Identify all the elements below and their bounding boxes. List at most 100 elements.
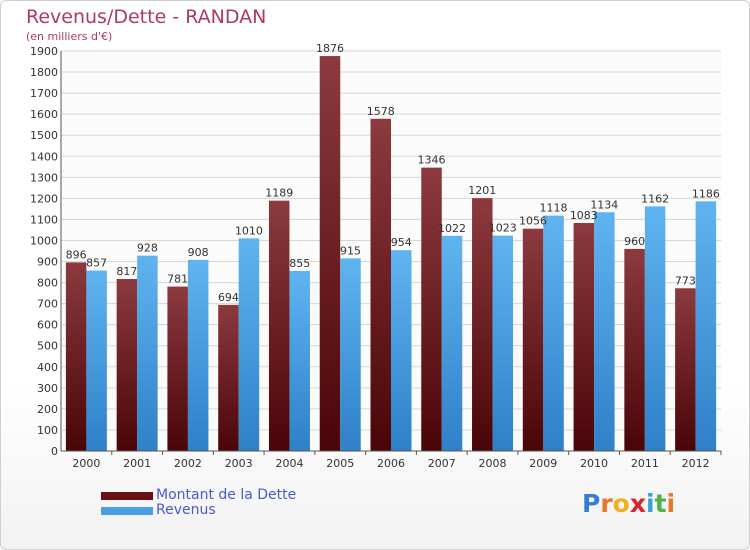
bar-dette — [370, 118, 391, 451]
data-label-dette: 1578 — [367, 105, 395, 118]
data-label-dette: 817 — [116, 265, 137, 278]
bar-revenus — [238, 238, 260, 451]
logo-letter: i — [646, 489, 655, 518]
y-tick-label: 1200 — [30, 192, 58, 205]
chart-title: Revenus/Dette - RANDAN — [26, 6, 267, 28]
y-tick-label: 100 — [37, 424, 58, 437]
bar-revenus — [86, 270, 107, 451]
logo-letter: o — [612, 489, 630, 518]
data-label-revenus: 954 — [391, 236, 412, 249]
bar-dette — [472, 198, 493, 451]
legend-item-revenus: Revenus — [101, 503, 296, 518]
y-tick-label: 400 — [37, 361, 58, 374]
bars — [65, 56, 717, 451]
data-label-dette: 960 — [624, 235, 645, 248]
bar-dette — [116, 279, 138, 451]
x-tick-label: 2005 — [326, 457, 354, 470]
data-label-revenus: 1010 — [235, 224, 263, 237]
x-tick-label: 2010 — [580, 457, 608, 470]
x-tick-label: 2007 — [428, 457, 456, 470]
bar-revenus — [644, 206, 666, 451]
bar-dette — [268, 200, 290, 451]
data-label-dette: 1346 — [418, 154, 446, 167]
data-label-revenus: 857 — [86, 257, 107, 270]
data-label-revenus: 1186 — [692, 187, 720, 200]
data-label-dette: 1201 — [468, 184, 496, 197]
data-label-dette: 781 — [167, 273, 188, 286]
data-label-revenus: 1023 — [489, 222, 517, 235]
x-tick-label: 2012 — [682, 457, 710, 470]
x-tick-label: 2006 — [377, 457, 405, 470]
legend-item-dette: Montant de la Dette — [101, 488, 296, 503]
y-tick-label: 1900 — [30, 45, 58, 58]
bar-revenus — [187, 259, 209, 451]
y-tick-label: 0 — [51, 445, 58, 458]
y-tick-label: 600 — [37, 319, 58, 332]
logo-letter: t — [654, 489, 667, 518]
legend-label-revenus: Revenus — [156, 502, 216, 518]
x-tick-label: 2003 — [225, 457, 253, 470]
bar-dette — [522, 228, 544, 451]
y-tick-label: 1400 — [30, 150, 58, 163]
logo-letter: i — [666, 489, 676, 518]
legend-swatch-revenus — [101, 506, 153, 515]
y-tick-label: 1600 — [30, 108, 58, 121]
data-label-dette: 1083 — [570, 209, 598, 222]
logo-letter: P — [582, 489, 601, 518]
legend-swatch-dette — [101, 491, 153, 500]
data-label-revenus: 1162 — [641, 192, 669, 205]
data-label-revenus: 1022 — [438, 222, 466, 235]
x-tick-label: 2009 — [529, 457, 557, 470]
data-label-dette: 1189 — [265, 187, 293, 200]
data-label-dette: 1056 — [519, 215, 547, 228]
bar-revenus — [340, 258, 361, 451]
bar-dette — [167, 286, 188, 451]
data-label-revenus: 1118 — [540, 202, 568, 215]
y-tick-label: 800 — [37, 277, 58, 290]
x-tick-label: 2001 — [123, 457, 151, 470]
legend: Montant de la Dette Revenus — [101, 488, 296, 518]
y-tick-label: 1500 — [30, 129, 58, 142]
y-tick-label: 1000 — [30, 234, 58, 247]
y-tick-label: 1800 — [30, 66, 58, 79]
data-label-revenus: 928 — [137, 242, 158, 255]
data-label-revenus: 908 — [188, 246, 209, 259]
bar-revenus — [695, 201, 717, 451]
data-label-revenus: 1134 — [590, 198, 618, 211]
y-tick-label: 1700 — [30, 87, 58, 100]
data-label-dette: 896 — [66, 248, 87, 261]
x-tick-label: 2011 — [631, 457, 659, 470]
bar-revenus — [594, 212, 615, 451]
bar-dette — [218, 304, 239, 451]
bar-dette — [65, 262, 87, 451]
x-tick-label: 2002 — [174, 457, 202, 470]
bar-revenus — [137, 255, 158, 451]
data-label-revenus: 855 — [289, 257, 310, 270]
data-label-revenus: 915 — [340, 244, 361, 257]
x-tick-label: 2004 — [275, 457, 303, 470]
y-tick-label: 900 — [37, 256, 58, 269]
legend-label-dette: Montant de la Dette — [156, 487, 297, 503]
axes: 0 100 200 300 400 500 600 700 800 900 1000 1100 1200… — [30, 45, 722, 470]
y-tick-label: 1300 — [30, 171, 58, 184]
y-tick-label: 300 — [37, 382, 58, 395]
bar-revenus — [289, 271, 310, 451]
logo-letter: x — [629, 489, 646, 518]
data-label-dette: 1876 — [316, 42, 344, 55]
bar-dette — [319, 56, 341, 451]
y-tick-label: 1100 — [30, 213, 58, 226]
bar-revenus — [543, 215, 564, 451]
chart-subtitle: (en milliers d'€) — [26, 30, 113, 43]
bar-revenus — [391, 250, 412, 451]
data-label-dette: 773 — [675, 274, 696, 287]
y-tick-label: 500 — [37, 340, 58, 353]
y-tick-label: 700 — [37, 298, 58, 311]
logo-letter: r — [600, 489, 613, 518]
bar-revenus — [441, 235, 463, 451]
x-tick-label: 2008 — [479, 457, 507, 470]
x-tick-label: 2000 — [72, 457, 100, 470]
bar-dette — [421, 167, 442, 451]
